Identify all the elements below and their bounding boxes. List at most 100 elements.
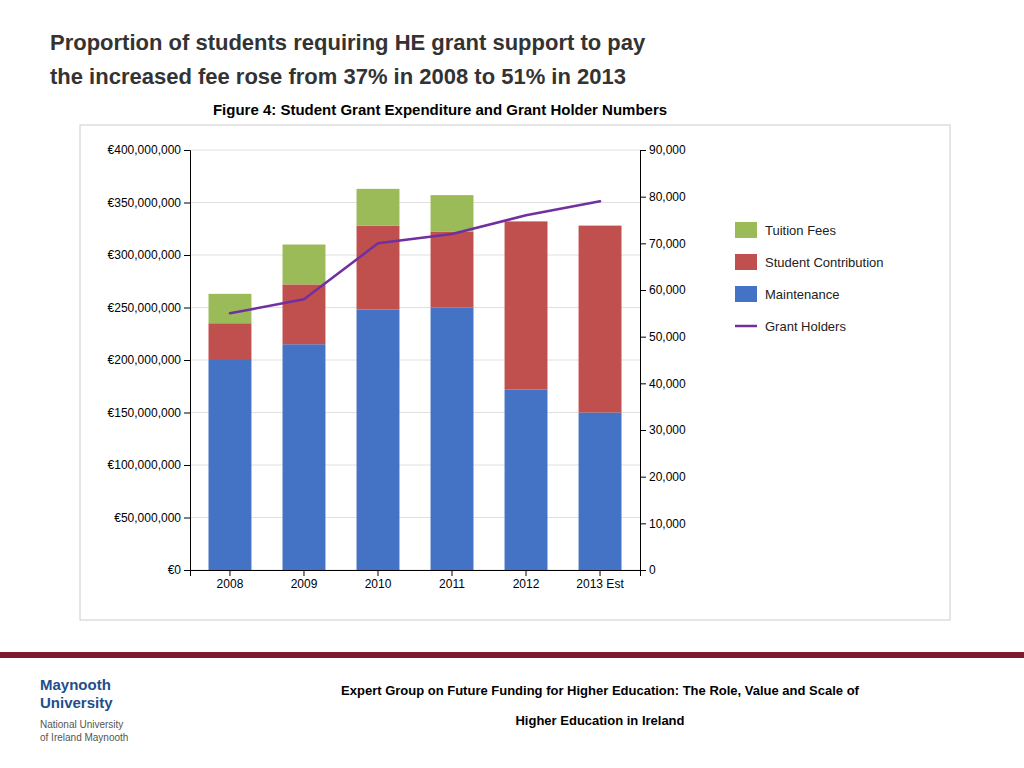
x-axis: 200820092010201120122013 Est — [191, 570, 641, 591]
tick: 70,000 — [640, 237, 686, 251]
grid-line — [190, 412, 640, 413]
tick-mark — [184, 465, 190, 466]
grid — [190, 150, 640, 570]
tick-label: €0 — [168, 563, 182, 577]
tick-label: 2012 — [513, 577, 540, 591]
tick-mark — [184, 255, 190, 256]
bar — [209, 294, 252, 323]
annotation: Expert Group on Future Funding for Highe… — [341, 683, 860, 698]
tick-mark — [640, 337, 646, 338]
legend-item: Maintenance — [735, 286, 839, 302]
tick: €400,000,000 — [108, 143, 190, 157]
bar — [283, 344, 326, 570]
grid-line — [190, 255, 640, 256]
tick-label: 90,000 — [649, 143, 686, 157]
legend-label: Student Contribution — [765, 255, 884, 270]
footer-bar — [0, 652, 1024, 658]
tick-label: €200,000,000 — [108, 353, 182, 367]
bar — [357, 310, 400, 570]
legend: Tuition Fees Student Contribution Maintena… — [735, 222, 884, 334]
legend-item: Student Contribution — [735, 254, 884, 270]
tick-label: €400,000,000 — [108, 143, 182, 157]
tick-mark — [184, 203, 190, 204]
bar — [579, 225, 622, 226]
tick-label: 50,000 — [649, 330, 686, 344]
tick-mark — [640, 197, 646, 198]
legend-item: Grant Holders — [735, 319, 846, 334]
y2-axis: 010,00020,00030,00040,00050,00060,00070,… — [640, 143, 686, 577]
tick-mark — [640, 243, 646, 244]
tick-label: €150,000,000 — [108, 406, 182, 420]
bar — [283, 284, 326, 344]
marks — [209, 189, 622, 570]
tick-label: €250,000,000 — [108, 301, 182, 315]
tick-label: 2009 — [291, 577, 318, 591]
tick: 2008 — [217, 570, 244, 591]
bar — [283, 245, 326, 285]
chart-panel — [80, 125, 950, 620]
tick-label: 2010 — [365, 577, 392, 591]
tick: 2009 — [291, 570, 318, 591]
grid-line — [190, 360, 640, 361]
grid-line — [190, 465, 640, 466]
tick-label: €350,000,000 — [108, 196, 182, 210]
tick: 90,000 — [640, 143, 686, 157]
tick-label: €300,000,000 — [108, 248, 182, 262]
tick-mark — [184, 413, 190, 414]
chart: Proportion of students requiring HE gran… — [0, 0, 1024, 768]
tick-label: 2011 — [439, 577, 465, 591]
tick-mark — [640, 523, 646, 524]
tick: €50,000,000 — [114, 511, 190, 525]
tick-mark — [377, 570, 378, 576]
tick: €150,000,000 — [108, 406, 190, 420]
bar — [357, 226, 400, 310]
line — [230, 201, 600, 313]
y-axis: €0 €50,000,000 €100,000,000 €150,000,000 €20… — [108, 143, 191, 577]
tick-mark — [452, 570, 453, 576]
tick: 2010 — [365, 570, 392, 591]
tick-label: 30,000 — [649, 423, 686, 437]
tick: €300,000,000 — [108, 248, 190, 262]
tick: €0 — [168, 563, 190, 577]
tick: 60,000 — [640, 283, 686, 297]
bar — [209, 323, 252, 360]
title: Proportion of students requiring HE gran… — [50, 30, 646, 55]
tick-mark — [184, 308, 190, 309]
tick-mark — [229, 570, 230, 576]
grid-line — [190, 517, 640, 518]
tick: €350,000,000 — [108, 196, 190, 210]
title: the increased fee rose from 37% in 2008 … — [50, 64, 626, 89]
bar — [431, 195, 474, 232]
legend-swatch — [735, 254, 757, 270]
tick-label: 80,000 — [649, 190, 686, 204]
bar — [505, 221, 548, 389]
annotation: University — [40, 694, 113, 711]
bar-series — [209, 308, 622, 571]
tick: 2012 — [513, 570, 540, 591]
subtitle: Figure 4: Student Grant Expenditure and … — [213, 101, 667, 118]
tick: 10,000 — [640, 517, 686, 531]
bar — [505, 221, 548, 222]
bar-series — [209, 221, 622, 412]
grid-line — [190, 150, 640, 151]
bar — [357, 189, 400, 226]
tick-mark — [184, 360, 190, 361]
annotation: National University — [40, 719, 123, 730]
legend-item: Tuition Fees — [735, 222, 837, 238]
tick: 20,000 — [640, 470, 686, 484]
tick: 0 — [640, 563, 656, 577]
legend-label: Maintenance — [765, 287, 839, 302]
legend-swatch — [735, 222, 757, 238]
tick-label: 60,000 — [649, 283, 686, 297]
tick: €250,000,000 — [108, 301, 190, 315]
tick-label: €100,000,000 — [108, 458, 182, 472]
legend-swatch — [735, 325, 757, 328]
tick-label: €50,000,000 — [114, 511, 181, 525]
annotation: Higher Education in Ireland — [515, 713, 684, 728]
tick-mark — [600, 570, 601, 576]
tick: 50,000 — [640, 330, 686, 344]
annotation: Maynooth — [40, 676, 111, 693]
tick-label: 20,000 — [649, 470, 686, 484]
tick-mark — [640, 477, 646, 478]
bar — [579, 413, 622, 571]
